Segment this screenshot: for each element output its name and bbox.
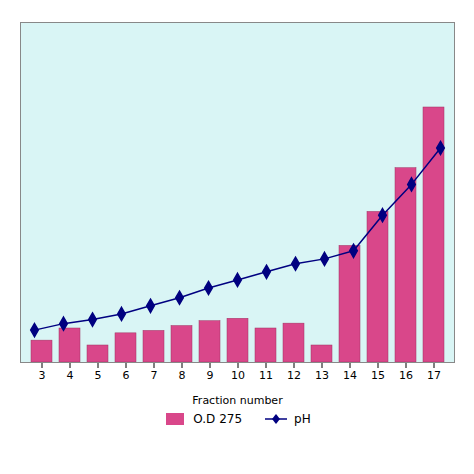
svg-text:3: 3 [39,369,46,382]
svg-text:16: 16 [399,369,413,382]
svg-text:12: 12 [287,369,301,382]
svg-text:14: 14 [343,369,357,382]
svg-text:8: 8 [179,369,186,382]
svg-text:4: 4 [67,369,74,382]
svg-text:11: 11 [259,369,273,382]
svg-text:13: 13 [315,369,329,382]
svg-text:15: 15 [371,369,385,382]
html-text:O.D 275: O.D 275 [193,412,242,426]
svg-text:Fraction number: Fraction number [192,394,283,407]
svg-text:10: 10 [231,369,245,382]
svg-text:17: 17 [427,369,441,382]
svg-text:5: 5 [95,369,102,382]
html-text:pH: pH [294,412,311,426]
svg-text:9: 9 [207,369,214,382]
svg-text:6: 6 [123,369,130,382]
svg-text:7: 7 [151,369,158,382]
